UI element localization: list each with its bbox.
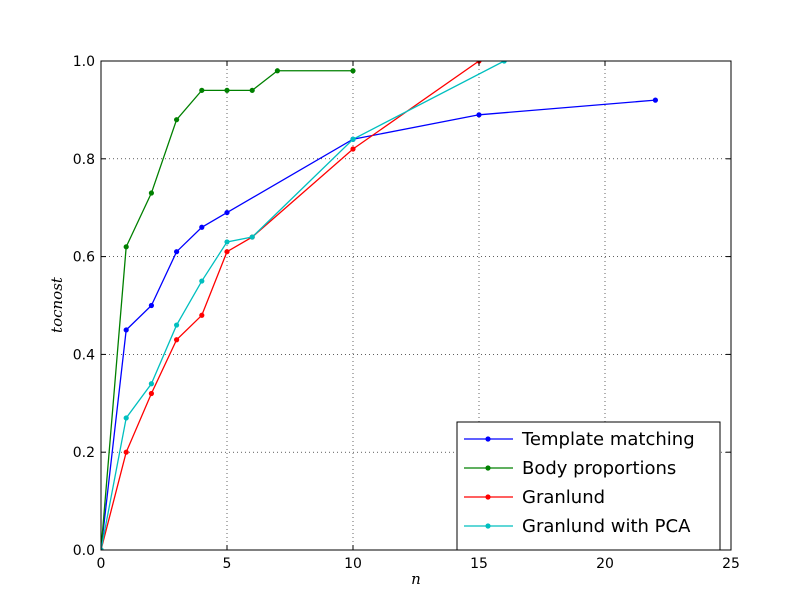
data-point-granlund-with-pca	[249, 234, 255, 240]
legend-swatch-marker-granlund	[485, 494, 491, 500]
y-tick-label: 1.0	[73, 54, 95, 70]
x-tick-label: 0	[97, 556, 106, 572]
legend-label-granlund: Granlund	[522, 487, 605, 508]
legend-swatch-marker-template-matching	[485, 436, 491, 442]
data-point-granlund	[199, 312, 205, 318]
data-point-template-matching	[476, 112, 482, 118]
data-point-template-matching	[224, 209, 230, 216]
y-axis-label: tocnost	[48, 276, 66, 333]
data-point-template-matching	[174, 249, 180, 255]
data-point-granlund-with-pca	[148, 381, 154, 387]
y-tick-label: 0.0	[73, 543, 95, 559]
x-axis-label: n	[411, 570, 421, 588]
data-point-granlund	[123, 449, 129, 455]
data-point-granlund-with-pca	[123, 415, 129, 421]
data-point-granlund-with-pca	[101, 547, 104, 550]
series-group	[101, 61, 659, 550]
y-tick-label: 0.8	[73, 152, 95, 168]
data-point-body-proportions	[274, 68, 280, 74]
legend-label-body-proportions: Body proportions	[522, 458, 676, 479]
ticks: 0 5 10 15 20 25 0.0 0.2 0.4 0.6 0.8 1.0	[73, 54, 740, 572]
x-tick-label: 25	[722, 556, 740, 572]
plot-frame	[100, 60, 732, 551]
data-point-template-matching	[199, 224, 205, 230]
x-tick-label: 5	[223, 556, 232, 572]
data-point-body-proportions	[249, 87, 255, 93]
legend-label-granlund-with-pca: Granlund with PCA	[522, 516, 691, 537]
x-tick-label: 10	[344, 556, 362, 572]
data-point-granlund-with-pca	[199, 278, 205, 284]
data-point-granlund	[148, 390, 154, 397]
data-point-granlund	[224, 249, 230, 255]
data-point-template-matching	[652, 97, 659, 103]
data-point-granlund-with-pca	[174, 322, 180, 328]
legend-swatch-marker-body-proportions	[485, 465, 491, 471]
legend-label-template-matching: Template matching	[521, 429, 695, 450]
data-point-body-proportions	[199, 87, 205, 93]
data-point-granlund-with-pca	[350, 136, 356, 142]
y-tick-label: 0.2	[73, 445, 95, 461]
data-point-granlund	[350, 146, 356, 152]
data-point-granlund-with-pca	[501, 61, 507, 64]
data-point-granlund-with-pca	[224, 239, 230, 245]
y-tick-label: 0.6	[73, 250, 95, 266]
y-tick-label: 0.4	[73, 347, 95, 363]
data-point-granlund	[174, 337, 180, 343]
data-point-template-matching	[148, 302, 154, 309]
data-point-template-matching	[123, 327, 129, 333]
data-point-body-proportions	[123, 244, 129, 250]
legend-swatch-marker-granlund-with-pca	[485, 523, 491, 529]
data-point-body-proportions	[174, 117, 180, 123]
x-tick-label: 15	[470, 556, 488, 572]
data-point-body-proportions	[350, 68, 356, 74]
data-point-body-proportions	[148, 190, 154, 196]
grid	[101, 61, 731, 550]
x-tick-label: 20	[596, 556, 614, 572]
legend-box	[456, 421, 721, 551]
data-point-body-proportions	[224, 87, 230, 93]
legend: Template matching Body proportions Granlun…	[456, 421, 721, 551]
